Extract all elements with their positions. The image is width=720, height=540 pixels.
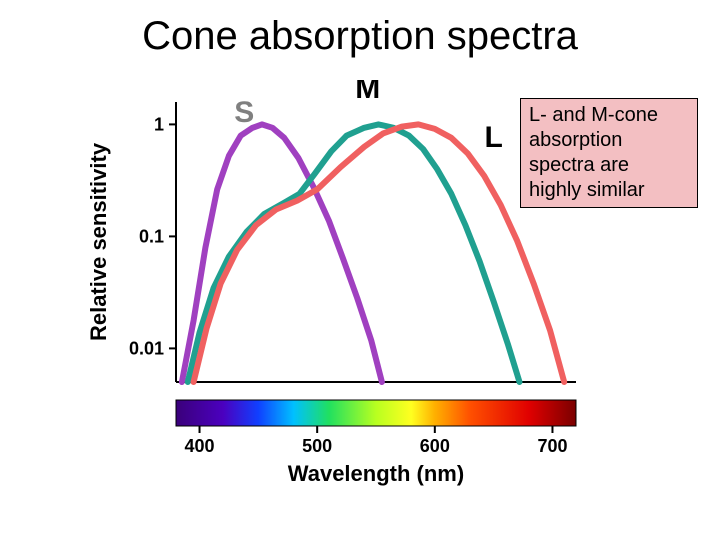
svg-text:1: 1: [154, 114, 164, 134]
series-label-L: L: [484, 121, 502, 154]
svg-text:700: 700: [537, 436, 567, 456]
svg-text:500: 500: [302, 436, 332, 456]
svg-text:400: 400: [185, 436, 215, 456]
visible-spectrum-bar: [176, 400, 576, 426]
svg-text:0.01: 0.01: [129, 338, 164, 358]
series-label-M: M: [355, 80, 380, 105]
slide-title: Cone absorption spectra: [0, 14, 720, 59]
svg-text:0.1: 0.1: [139, 226, 164, 246]
x-axis-label: Wavelength (nm): [288, 461, 464, 486]
series-label-S: S: [234, 96, 254, 129]
curve-S: [182, 124, 382, 382]
callout-box: L- and M-cone absorption spectra are hig…: [520, 98, 698, 208]
svg-text:600: 600: [420, 436, 450, 456]
y-axis-label: Relative sensitivity: [86, 142, 111, 341]
